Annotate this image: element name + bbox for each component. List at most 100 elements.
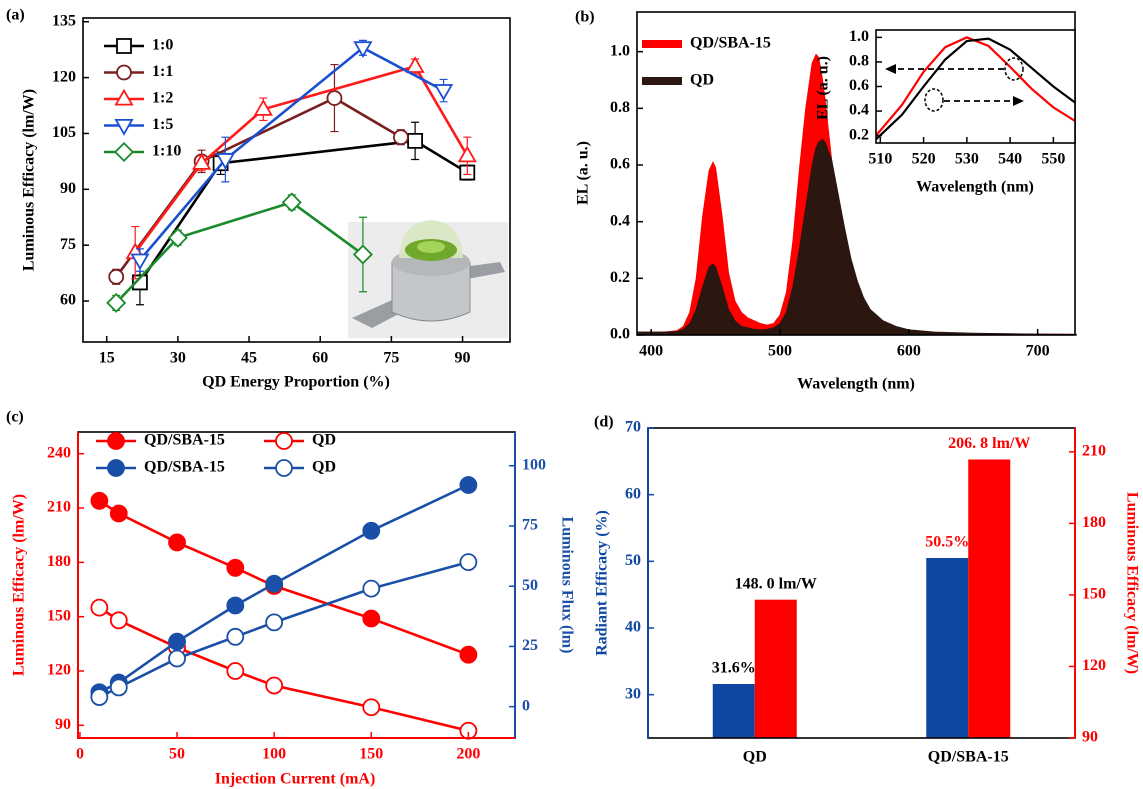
marker: [132, 254, 148, 268]
y-tick-label: 60: [625, 485, 641, 502]
marker: [363, 699, 379, 715]
marker: [355, 42, 371, 56]
y-tick-label: 0.4: [610, 212, 630, 229]
y-tick-label: 40: [625, 619, 641, 636]
y-tick-label: 210: [47, 499, 71, 516]
x-tick-label: 550: [1041, 151, 1065, 168]
marker: [460, 554, 476, 570]
x-tick-label: QD: [743, 749, 767, 766]
y-tick-label: 90: [55, 716, 71, 733]
legend-marker: [116, 120, 132, 134]
page: {"chart_data": [ {"type": "line", "label…: [0, 0, 1143, 789]
panel-label: (c): [6, 409, 24, 426]
led-illustration: [348, 220, 508, 338]
x-tick-label: 30: [170, 350, 186, 367]
y-tick-label: 0.0: [610, 326, 630, 343]
y-tick-label: 0.6: [849, 77, 869, 94]
value-label: 50.5%: [925, 534, 969, 551]
x-axis-label: Injection Current (mA): [215, 771, 376, 788]
y2-tick-label: 120: [1082, 657, 1106, 674]
y-tick-label: 120: [47, 662, 71, 679]
y-tick-label: 0.6: [610, 156, 630, 173]
y-tick-label: 30: [625, 685, 641, 702]
legend-marker: [276, 433, 292, 449]
y2-axis-label: Luminous Efficacy (lm/W): [1123, 492, 1140, 674]
legend-label: QD: [690, 72, 714, 89]
panel-label: (a): [6, 7, 25, 24]
marker: [111, 505, 127, 521]
y2-tick-label: 150: [1082, 586, 1106, 603]
inset-background: [876, 30, 1075, 143]
x-tick-label: 45: [241, 350, 257, 367]
marker: [266, 576, 282, 592]
marker: [169, 650, 185, 666]
y-tick-label: 1.0: [610, 42, 630, 59]
x-tick-label: 60: [312, 350, 328, 367]
legend-label: QD/SBA-15: [690, 35, 771, 52]
y-tick-label: 150: [47, 607, 71, 624]
legend-marker: [108, 460, 124, 476]
x-axis-label: Wavelength (nm): [916, 179, 1034, 196]
y-tick-label: 0.2: [849, 126, 869, 143]
bar: [713, 684, 755, 738]
marker: [91, 600, 107, 616]
marker: [363, 581, 379, 597]
series-line: [116, 202, 363, 303]
y-tick-label: 0.8: [849, 53, 869, 70]
y-axis-label: Radiant Efficacy (%): [594, 510, 611, 656]
marker: [394, 130, 408, 144]
plot-frame: [648, 428, 1075, 738]
x-tick-label: QD/SBA-15: [928, 749, 1009, 766]
x-axis-label: Wavelength (nm): [797, 376, 915, 393]
series-line: [99, 562, 468, 697]
legend-label: QD: [312, 459, 336, 476]
y-tick-label: 240: [47, 444, 71, 461]
value-label: 148. 0 lm/W: [735, 575, 817, 592]
marker: [363, 523, 379, 539]
y-tick-label: 0.2: [610, 269, 630, 286]
x-tick-label: 400: [639, 343, 663, 360]
legend-label: 1:2: [152, 90, 173, 107]
y2-tick-label: 180: [1082, 514, 1106, 531]
chart-panel: QD31.6%148. 0 lm/WQD/SBA-1550.5%206. 8 l…: [594, 414, 1141, 766]
legend-label: 1:5: [152, 116, 173, 133]
x-tick-label: 0: [76, 746, 84, 763]
x-axis-label: QD Energy Proportion (%): [202, 374, 390, 391]
marker: [327, 91, 341, 105]
legend-label: QD/SBA-15: [144, 432, 225, 449]
bar: [926, 558, 968, 738]
legend-label: 1:0: [152, 37, 173, 54]
y2-tick-label: 90: [1082, 729, 1098, 746]
legend-label: 1:1: [152, 63, 173, 80]
marker: [408, 134, 422, 148]
marker: [460, 647, 476, 663]
bar: [755, 600, 797, 738]
y-axis-label: EL (a. u.): [575, 141, 592, 205]
x-tick-label: 15: [99, 350, 115, 367]
legend-marker: [117, 39, 131, 53]
marker: [227, 629, 243, 645]
marker: [363, 610, 379, 626]
x-tick-label: 200: [456, 746, 480, 763]
marker: [111, 612, 127, 628]
x-tick-label: 500: [768, 343, 792, 360]
y-tick-label: 105: [52, 124, 76, 141]
marker: [227, 597, 243, 613]
marker: [91, 493, 107, 509]
marker: [436, 85, 452, 99]
y2-tick-label: 50: [522, 577, 538, 594]
marker: [407, 58, 423, 72]
chart-panel: 050100150200901201501802102400255075100I…: [6, 409, 575, 788]
y-tick-label: 0.8: [610, 99, 630, 116]
y-tick-label: 120: [52, 68, 76, 85]
x-tick-label: 75: [383, 350, 399, 367]
legend-label: 1:10: [152, 143, 181, 160]
y2-axis-label: Luminous Flux (lm): [558, 517, 575, 654]
bar: [968, 459, 1010, 738]
x-tick-label: 530: [955, 151, 979, 168]
led-phosphor-highlight: [417, 241, 445, 253]
marker: [227, 560, 243, 576]
y2-tick-label: 25: [522, 637, 538, 654]
legend-label: QD/SBA-15: [144, 459, 225, 476]
